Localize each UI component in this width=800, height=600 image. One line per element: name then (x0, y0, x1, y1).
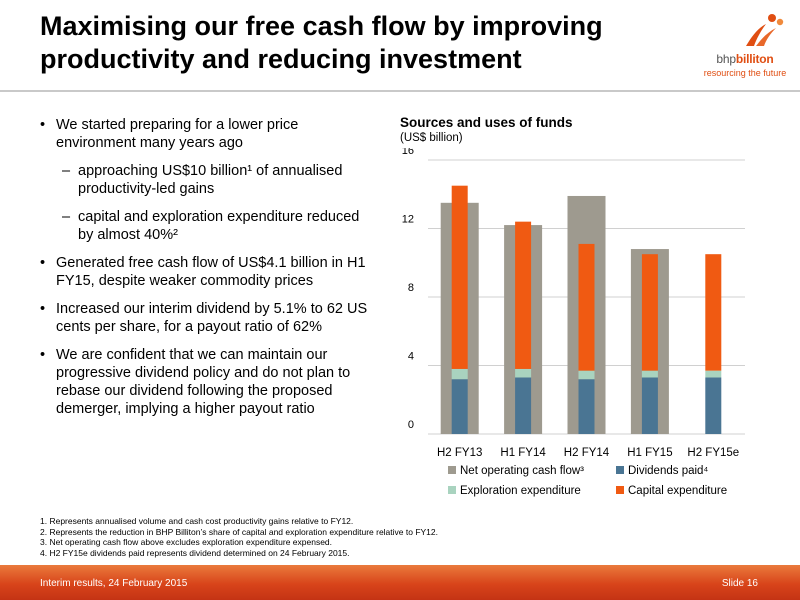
sub-bullet-item: capital and exploration expenditure redu… (36, 208, 376, 244)
bullet-item: Generated free cash flow of US$4.1 billi… (36, 254, 376, 290)
y-tick-label: 4 (408, 351, 414, 363)
logo-wordmark: bhpbilliton (700, 52, 790, 66)
logo-brand-part1: bhp (716, 52, 736, 66)
footnote: 2. Represents the reduction in BHP Billi… (40, 526, 439, 537)
company-logo: bhpbilliton resourcing the future (700, 12, 790, 82)
logo-brand-part2: billiton (735, 52, 774, 66)
bar-dividends-paid (705, 377, 722, 434)
x-tick-label: H2 FY14 (564, 447, 610, 459)
legend-swatch (448, 466, 456, 474)
bar-capital-expenditure (705, 254, 722, 371)
bar-capital-expenditure (451, 185, 468, 369)
bar-exploration-expenditure (578, 370, 595, 380)
bullet-item: We are confident that we can maintain ou… (36, 346, 376, 418)
legend-swatch (616, 486, 624, 494)
legend-label: Exploration expenditure (460, 485, 581, 497)
bar-exploration-expenditure (515, 368, 532, 378)
bullet-list: We started preparing for a lower price e… (36, 116, 376, 428)
legend-swatch (448, 486, 456, 494)
legend-label: Dividends paid⁴ (628, 465, 708, 477)
footnotes: 1. Represents annualised volume and cash… (40, 516, 780, 558)
y-tick-label: 12 (402, 214, 414, 226)
title-divider (0, 90, 800, 92)
bar-dividends-paid (515, 377, 532, 434)
x-tick-label: H1 FY14 (500, 447, 546, 459)
footer-bar: Interim results, 24 February 2015 Slide … (0, 565, 800, 600)
sources-uses-chart: 0 4 8 12 16 H2 FY13 H1 FY14 H2 FY14 H1 FY15 H2 FY… (402, 148, 745, 497)
footnote: 1. Represents annualised volume and cash… (40, 516, 354, 526)
footer-event-label: Interim results, 24 February 2015 (40, 578, 188, 589)
logo-mark-icon (746, 14, 784, 46)
y-tick-label: 8 (408, 282, 414, 294)
legend-swatch (616, 466, 624, 474)
bar-capital-expenditure (515, 221, 532, 369)
y-tick-label: 16 (402, 148, 414, 157)
legend-label: Capital expenditure (628, 485, 727, 497)
bar-capital-expenditure (578, 243, 595, 371)
bullet-item: We started preparing for a lower price e… (36, 116, 376, 152)
slide-number: Slide 16 (721, 578, 758, 589)
chart-subtitle: (US$ billion) (400, 132, 463, 144)
x-tick-label: H2 FY13 (437, 447, 482, 459)
bar-dividends-paid (578, 379, 595, 434)
page-title: Maximising our free cash flow by improvi… (40, 11, 603, 74)
sub-bullet-item: approaching US$10 billion¹ of annualised… (36, 162, 376, 198)
footnote: 3. Net operating cash flow above exclude… (40, 537, 333, 547)
bar-dividends-paid (641, 377, 658, 434)
x-tick-label: H1 FY15 (627, 447, 672, 459)
bar-dividends-paid (451, 379, 468, 434)
x-tick-label: H2 FY15e (687, 447, 739, 459)
bar-exploration-expenditure (705, 370, 722, 378)
bullet-item: Increased our interim dividend by 5.1% t… (36, 300, 376, 336)
bar-exploration-expenditure (451, 368, 468, 380)
logo-tagline: resourcing the future (703, 68, 787, 78)
legend-label: Net operating cash flow³ (460, 465, 584, 477)
y-tick-label: 0 (408, 419, 414, 431)
chart-title: Sources and uses of funds (400, 115, 573, 130)
bar-exploration-expenditure (641, 370, 658, 378)
footnote: 4. H2 FY15e dividends paid represents di… (40, 547, 350, 558)
bar-capital-expenditure (641, 254, 658, 371)
